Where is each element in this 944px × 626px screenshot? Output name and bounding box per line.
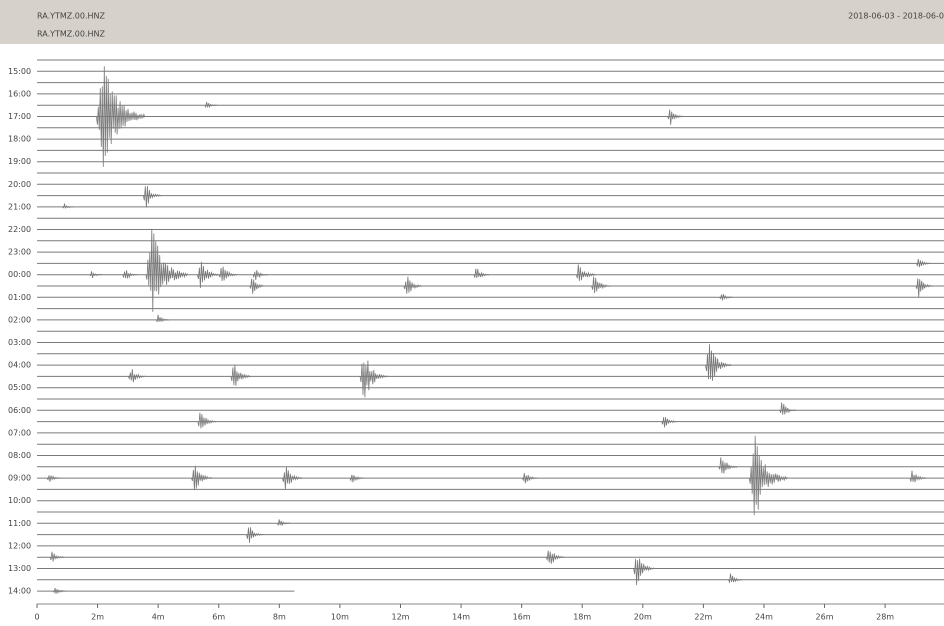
seismic-event	[218, 266, 238, 282]
seismic-event	[667, 109, 685, 125]
y-tick-label: 14:00	[8, 587, 31, 596]
seismic-event	[276, 519, 291, 527]
y-tick-label: 21:00	[8, 202, 31, 211]
x-tick-label: 26m	[816, 613, 834, 622]
x-tick-label: 12m	[391, 613, 409, 622]
seismic-event	[89, 271, 103, 278]
seismic-event	[52, 587, 67, 594]
seismic-event	[122, 270, 138, 279]
seismic-event	[49, 551, 65, 562]
seismic-event	[145, 228, 188, 312]
x-tick-label: 28m	[876, 613, 894, 622]
seismic-event	[748, 435, 788, 516]
y-tick-label: 18:00	[8, 135, 31, 144]
date-range: 2018-06-03 - 2018-06-0	[848, 12, 944, 21]
y-tick-label: 04:00	[8, 361, 31, 370]
channel-label: RA.YTMZ.00.HNZ	[37, 30, 106, 39]
y-tick-label: 13:00	[8, 564, 31, 573]
y-tick-label: 23:00	[8, 248, 31, 257]
seismic-event	[142, 186, 162, 208]
seismic-event	[661, 417, 678, 428]
seismic-event	[915, 258, 931, 268]
seismic-event	[575, 264, 596, 282]
x-tick-label: 4m	[152, 613, 165, 622]
seismic-event	[204, 101, 218, 109]
seismic-event	[359, 360, 388, 398]
y-tick-label: 11:00	[8, 519, 31, 528]
y-tick-label: 19:00	[8, 157, 31, 166]
seismic-event	[909, 470, 927, 483]
y-tick-label: 09:00	[8, 474, 31, 483]
seismic-event	[62, 202, 75, 210]
seismic-event	[545, 550, 565, 564]
seismic-event	[191, 465, 213, 491]
seismic-event	[473, 268, 490, 279]
seismic-event	[403, 276, 423, 294]
seismic-event	[349, 474, 365, 483]
seismic-event	[705, 344, 732, 381]
x-tick-label: 14m	[452, 613, 470, 622]
x-tick-label: 0	[34, 613, 39, 622]
y-tick-label: 07:00	[8, 428, 31, 437]
seismic-event	[246, 527, 264, 543]
y-tick-label: 08:00	[8, 451, 31, 460]
x-tick-label: 20m	[634, 613, 652, 622]
seismic-event	[719, 294, 734, 301]
x-tick-label: 24m	[755, 613, 773, 622]
y-tick-label: 10:00	[8, 496, 31, 505]
station-label: RA.YTMZ.00.HNZ	[37, 12, 106, 21]
seismic-event	[915, 278, 934, 298]
x-tick-label: 18m	[573, 613, 591, 622]
seismic-event	[521, 473, 539, 484]
y-tick-label: 05:00	[8, 383, 31, 392]
x-tick-label: 22m	[694, 613, 712, 622]
y-tick-label: 22:00	[8, 225, 31, 234]
y-tick-label: 00:00	[8, 270, 31, 279]
seismic-event	[197, 412, 217, 429]
seismic-event	[46, 475, 62, 482]
x-tick-label: 16m	[513, 613, 531, 622]
y-tick-label: 20:00	[8, 180, 31, 189]
y-tick-label: 15:00	[8, 67, 31, 76]
header-bar	[0, 0, 944, 44]
seismic-event	[249, 278, 267, 294]
y-tick-label: 03:00	[8, 338, 31, 347]
seismic-event	[633, 558, 656, 586]
seismic-event	[282, 466, 303, 490]
seismic-event	[197, 261, 219, 289]
y-tick-label: 12:00	[8, 541, 31, 550]
seismic-event	[155, 314, 170, 323]
x-tick-label: 6m	[212, 613, 225, 622]
seismic-event	[96, 66, 146, 167]
seismic-event	[230, 364, 251, 386]
y-tick-label: 06:00	[8, 406, 31, 415]
x-tick-label: 8m	[273, 613, 286, 622]
y-tick-label: 01:00	[8, 293, 31, 302]
x-tick-label: 10m	[331, 613, 349, 622]
y-tick-label: 16:00	[8, 89, 31, 98]
seismic-event	[779, 402, 797, 415]
seismic-event	[252, 269, 268, 281]
seismic-event	[591, 276, 611, 294]
y-tick-label: 17:00	[8, 112, 31, 121]
seismic-event	[728, 573, 743, 584]
seismic-event	[718, 457, 738, 474]
x-tick-label: 2m	[91, 613, 104, 622]
seismic-event	[127, 369, 146, 383]
y-tick-label: 02:00	[8, 315, 31, 324]
